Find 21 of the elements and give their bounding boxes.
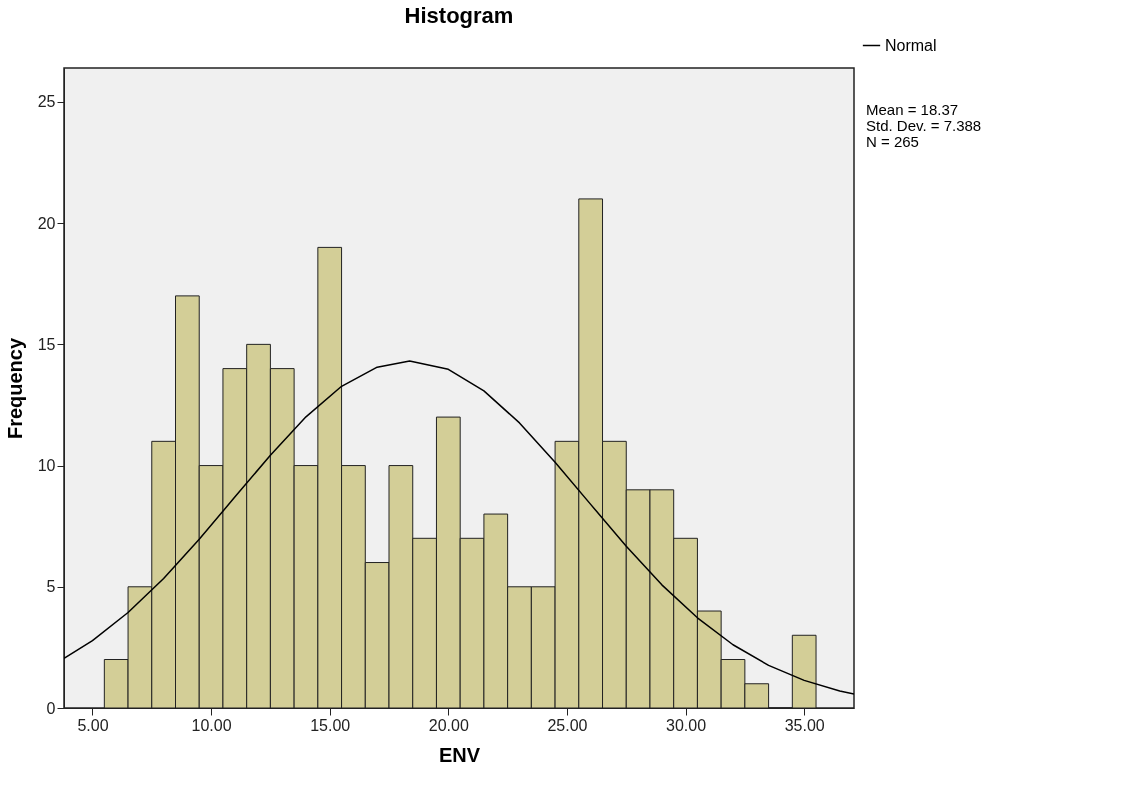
x-tick-label: 15.00: [310, 716, 351, 734]
y-tick-label: 10: [37, 457, 56, 475]
x-tick-label: 35.00: [784, 716, 825, 734]
text: N = 265: [866, 133, 919, 150]
line-series: [64, 360, 854, 695]
chart-title: Histogram: [404, 3, 514, 28]
text: Std. Dev. = 7.388: [866, 117, 982, 134]
x-tick-label: 25.00: [547, 716, 588, 734]
x-tick-label: 30.00: [666, 716, 707, 734]
y-tick-label: 15: [37, 335, 56, 353]
y-tick-label: 0: [46, 699, 56, 717]
y-tick-label: 25: [37, 93, 56, 111]
x-tick-label: 10.00: [191, 716, 232, 734]
y-axis-title: Frequency: [3, 337, 26, 440]
y-tick-label: 20: [37, 214, 56, 232]
x-tick-label: 20.00: [428, 716, 469, 734]
x-axis-title: ENV: [438, 743, 481, 766]
text: Mean = 18.37: [866, 101, 959, 118]
x-tick-label: 5.00: [77, 716, 109, 734]
y-tick-label: 5: [46, 578, 56, 596]
legend-label: Normal: [885, 36, 937, 54]
